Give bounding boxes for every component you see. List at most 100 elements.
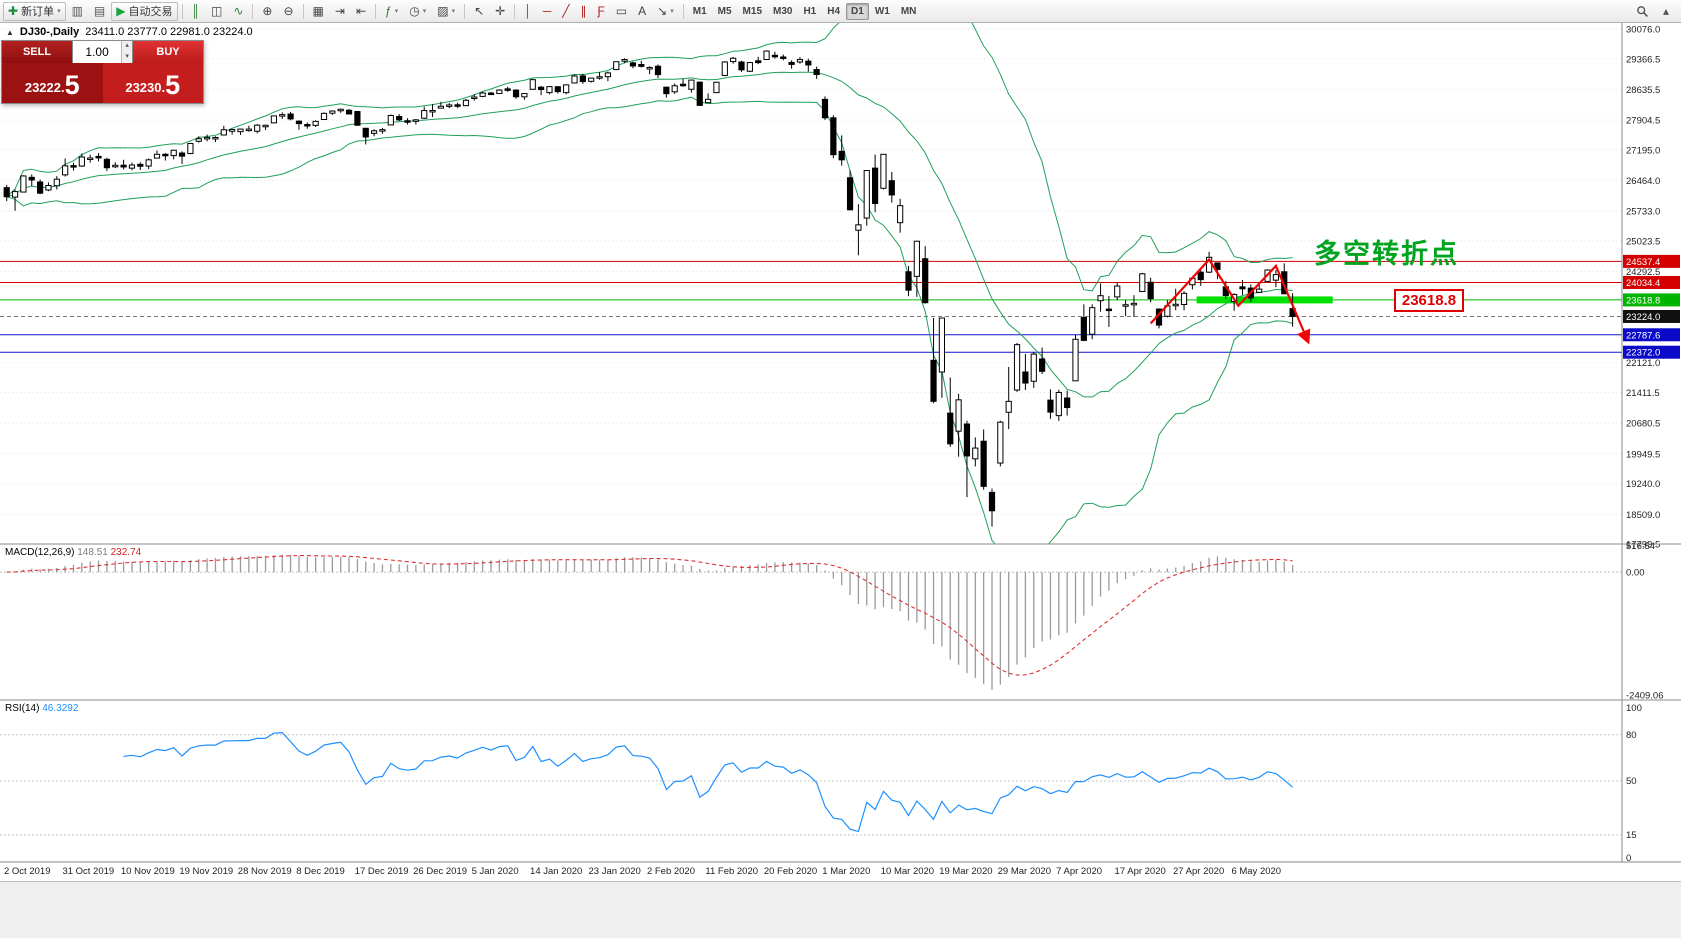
timeframe-m5[interactable]: M5 — [717, 5, 732, 17]
line-chart-icon[interactable]: ∿ — [228, 2, 248, 21]
svg-text:17 Dec 2019: 17 Dec 2019 — [355, 866, 409, 877]
dropdown-caret-icon: ▾ — [57, 8, 61, 15]
svg-text:2 Feb 2020: 2 Feb 2020 — [647, 866, 695, 877]
fibonacci-icon: Ƒ — [597, 4, 605, 18]
chinese-annotation: 多空转折点 — [1314, 239, 1459, 269]
new-order-button: ✚ — [8, 4, 19, 18]
svg-text:-2409.06: -2409.06 — [1626, 691, 1664, 702]
dropdown-caret-icon: ▾ — [422, 8, 427, 15]
templates-icon[interactable]: ▨ ▾ — [432, 2, 460, 21]
trendline-icon[interactable]: ╱ — [557, 2, 574, 21]
zoom-out-icon[interactable]: ⊖ — [278, 2, 298, 21]
crosshair-icon[interactable]: ✛ — [490, 2, 510, 21]
panel-collapse-icon: ▴ — [1662, 4, 1669, 18]
volume-up-icon[interactable]: ▴ — [122, 41, 132, 52]
timeframe-mn[interactable]: MN — [900, 5, 917, 17]
horizontal-line-icon[interactable]: ─ — [538, 2, 557, 21]
fibonacci-icon[interactable]: Ƒ — [592, 2, 609, 21]
text-tool-icon[interactable]: A — [633, 2, 651, 21]
svg-text:24034.4: 24034.4 — [1626, 278, 1660, 289]
trend-arrow — [1149, 257, 1311, 345]
svg-text:7 Apr 2020: 7 Apr 2020 — [1056, 866, 1102, 877]
candlestick-chart-icon[interactable]: ◫ — [206, 2, 227, 21]
volume-input[interactable] — [73, 41, 122, 63]
text-tool-icon: A — [638, 4, 647, 18]
timeframe-w1[interactable]: W1 — [874, 5, 890, 17]
svg-text:6 May 2020: 6 May 2020 — [1231, 866, 1281, 877]
x-axis-labels: 2 Oct 2019 31 Oct 2019 10 Nov 2019 19 Nov 2… — [4, 866, 1281, 877]
svg-text:28635.5: 28635.5 — [1626, 85, 1660, 96]
svg-text:23618.8: 23618.8 — [1626, 295, 1660, 306]
y-axis-labels: 30076.0 29366.5 28635.5 27904.5 27195.0 26464… — [1623, 25, 1680, 551]
profiles-icon[interactable]: ▤ — [89, 2, 110, 21]
chart-title: ▲ DJ30-,Daily 23411.0 23777.0 22981.0 23… — [6, 26, 253, 38]
toolbar-separator — [302, 3, 304, 19]
svg-text:25023.5: 25023.5 — [1626, 236, 1660, 247]
zoom-in-icon: ⊕ — [262, 4, 273, 18]
chart-shift-icon[interactable]: ⇤ — [351, 2, 371, 21]
timeframe-m15[interactable]: M15 — [742, 5, 762, 17]
support-band — [1196, 296, 1333, 304]
toolbar-separator — [464, 3, 466, 19]
auto-trading-button[interactable]: ▶ 自动交易 — [111, 1, 178, 21]
cursor-icon[interactable]: ↖ — [469, 2, 489, 21]
sell-price-pip: 5 — [64, 70, 80, 100]
candlestick-chart-icon: ◫ — [211, 4, 223, 18]
sell-price[interactable]: 23222. 5 — [2, 63, 103, 103]
buy-price-pip: 5 — [165, 70, 181, 100]
timeframe-m30[interactable]: M30 — [773, 5, 793, 17]
svg-text:26464.0: 26464.0 — [1626, 176, 1660, 187]
indicators-icon: ƒ — [385, 4, 392, 18]
subwindow-expand-icon[interactable]: ▲ — [6, 27, 14, 37]
sell-button[interactable]: SELL — [2, 41, 72, 63]
buy-price[interactable]: 23230. 5 — [102, 63, 203, 103]
price-tag — [1623, 254, 1680, 268]
svg-text:1 Mar 2020: 1 Mar 2020 — [822, 866, 870, 877]
svg-text:22372.0: 22372.0 — [1626, 348, 1660, 359]
svg-text:17 Apr 2020: 17 Apr 2020 — [1115, 866, 1166, 877]
rsi-value: 46.3292 — [42, 703, 79, 714]
crosshair-icon: ✛ — [495, 4, 506, 18]
shapes-icon[interactable]: ▭ — [611, 2, 632, 21]
volume-down-icon[interactable]: ▾ — [122, 52, 132, 63]
svg-text:100: 100 — [1626, 703, 1642, 714]
channel-icon[interactable]: ∥ — [575, 2, 591, 21]
macd-histogram — [14, 554, 1294, 690]
timeframe-m1[interactable]: M1 — [692, 5, 707, 17]
macd-name: MACD(12,26,9) — [5, 547, 75, 558]
timeframe-h1[interactable]: H1 — [803, 5, 817, 17]
toolbar-separator — [181, 3, 183, 19]
arrows-tool-icon[interactable]: ↘ ▾ — [652, 2, 679, 21]
toolbar-separator — [682, 3, 684, 19]
timeframe-h4[interactable]: H4 — [827, 5, 841, 17]
timeframe-d1[interactable]: D1 — [846, 2, 869, 20]
toolbar-separator — [375, 3, 377, 19]
periods-icon[interactable]: ◷ ▾ — [404, 2, 431, 21]
price-callout-label[interactable]: 23618.8 — [1394, 289, 1464, 312]
search-icon[interactable] — [1631, 2, 1654, 21]
zoom-in-icon[interactable]: ⊕ — [257, 2, 277, 21]
bar-chart-icon[interactable]: ║ — [187, 2, 206, 21]
new-order-button[interactable]: ✚ 新订单 ▾ — [3, 1, 66, 21]
chart-window-icon[interactable]: ▥ — [67, 2, 88, 21]
symbol-period-label: DJ30-,Daily — [19, 26, 80, 38]
rsi-name: RSI(14) — [5, 703, 40, 714]
channel-icon: ∥ — [580, 4, 587, 18]
svg-text:10 Nov 2019: 10 Nov 2019 — [121, 866, 175, 877]
bollinger-middle-line — [6, 71, 1293, 398]
panel-collapse-icon[interactable]: ▴ — [1658, 2, 1674, 21]
buy-button[interactable]: BUY — [133, 41, 203, 63]
auto-scroll-icon[interactable]: ⇥ — [330, 2, 350, 21]
vertical-line-icon[interactable]: │ — [519, 2, 537, 21]
horizontal-line-icon: ─ — [542, 4, 552, 18]
tile-windows-icon[interactable]: ▦ — [308, 2, 329, 21]
indicators-icon[interactable]: ƒ ▾ — [380, 2, 403, 21]
svg-text:23224.0: 23224.0 — [1626, 312, 1660, 323]
cursor-icon: ↖ — [474, 4, 485, 18]
svg-text:21411.5: 21411.5 — [1626, 388, 1660, 399]
dropdown-caret-icon: ▾ — [451, 8, 456, 15]
auto-trading-button-label: 自动交易 — [128, 6, 173, 18]
svg-text:8 Dec 2019: 8 Dec 2019 — [296, 866, 345, 877]
svg-text:80: 80 — [1626, 730, 1637, 741]
